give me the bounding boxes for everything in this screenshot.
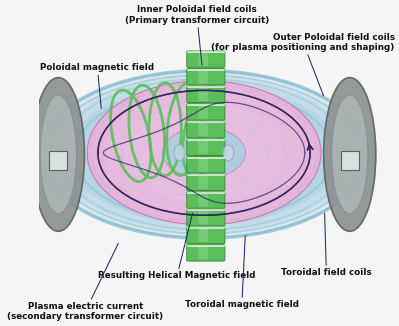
Ellipse shape	[40, 95, 76, 214]
Ellipse shape	[107, 104, 301, 205]
FancyBboxPatch shape	[198, 141, 208, 154]
Text: Toroidal magnetic field: Toroidal magnetic field	[185, 236, 299, 309]
FancyBboxPatch shape	[198, 105, 208, 119]
Ellipse shape	[105, 91, 303, 214]
Ellipse shape	[223, 145, 234, 161]
Ellipse shape	[123, 112, 285, 196]
FancyBboxPatch shape	[198, 158, 208, 171]
FancyBboxPatch shape	[187, 121, 225, 138]
Ellipse shape	[40, 71, 368, 238]
Text: Resulting Helical Magnetic field: Resulting Helical Magnetic field	[98, 213, 256, 280]
Ellipse shape	[67, 84, 341, 224]
FancyBboxPatch shape	[198, 246, 208, 259]
Ellipse shape	[87, 81, 321, 225]
Ellipse shape	[163, 127, 245, 178]
FancyBboxPatch shape	[187, 174, 225, 191]
Ellipse shape	[332, 95, 368, 214]
FancyBboxPatch shape	[187, 210, 225, 226]
Ellipse shape	[139, 121, 269, 188]
Ellipse shape	[122, 101, 286, 202]
FancyBboxPatch shape	[198, 193, 208, 207]
Text: Inner Poloidal field coils
(Primary transformer circuit): Inner Poloidal field coils (Primary tran…	[125, 6, 269, 65]
FancyBboxPatch shape	[198, 88, 208, 101]
FancyBboxPatch shape	[198, 123, 208, 136]
FancyBboxPatch shape	[198, 176, 208, 189]
FancyBboxPatch shape	[187, 227, 225, 244]
FancyBboxPatch shape	[341, 151, 359, 170]
Ellipse shape	[174, 145, 185, 161]
FancyBboxPatch shape	[187, 104, 225, 120]
FancyBboxPatch shape	[187, 86, 225, 103]
Ellipse shape	[93, 84, 315, 221]
FancyBboxPatch shape	[198, 70, 208, 83]
FancyBboxPatch shape	[187, 192, 225, 208]
FancyBboxPatch shape	[198, 211, 208, 224]
Ellipse shape	[53, 77, 355, 232]
FancyBboxPatch shape	[198, 52, 208, 66]
FancyBboxPatch shape	[187, 51, 225, 67]
Ellipse shape	[32, 78, 85, 231]
Text: Plasma electric current
(secondary transformer circuit): Plasma electric current (secondary trans…	[7, 244, 163, 321]
FancyBboxPatch shape	[198, 229, 208, 242]
FancyBboxPatch shape	[187, 245, 225, 261]
FancyBboxPatch shape	[187, 68, 225, 85]
Text: Outer Poloidal field coils
(for plasma positioning and shaping): Outer Poloidal field coils (for plasma p…	[211, 33, 395, 96]
Text: Poloidal magnetic field: Poloidal magnetic field	[40, 64, 154, 109]
FancyBboxPatch shape	[49, 151, 67, 170]
Ellipse shape	[91, 96, 317, 213]
Ellipse shape	[324, 78, 376, 231]
FancyBboxPatch shape	[187, 156, 225, 173]
Text: Toroidal field coils: Toroidal field coils	[281, 213, 372, 277]
FancyBboxPatch shape	[187, 139, 225, 156]
